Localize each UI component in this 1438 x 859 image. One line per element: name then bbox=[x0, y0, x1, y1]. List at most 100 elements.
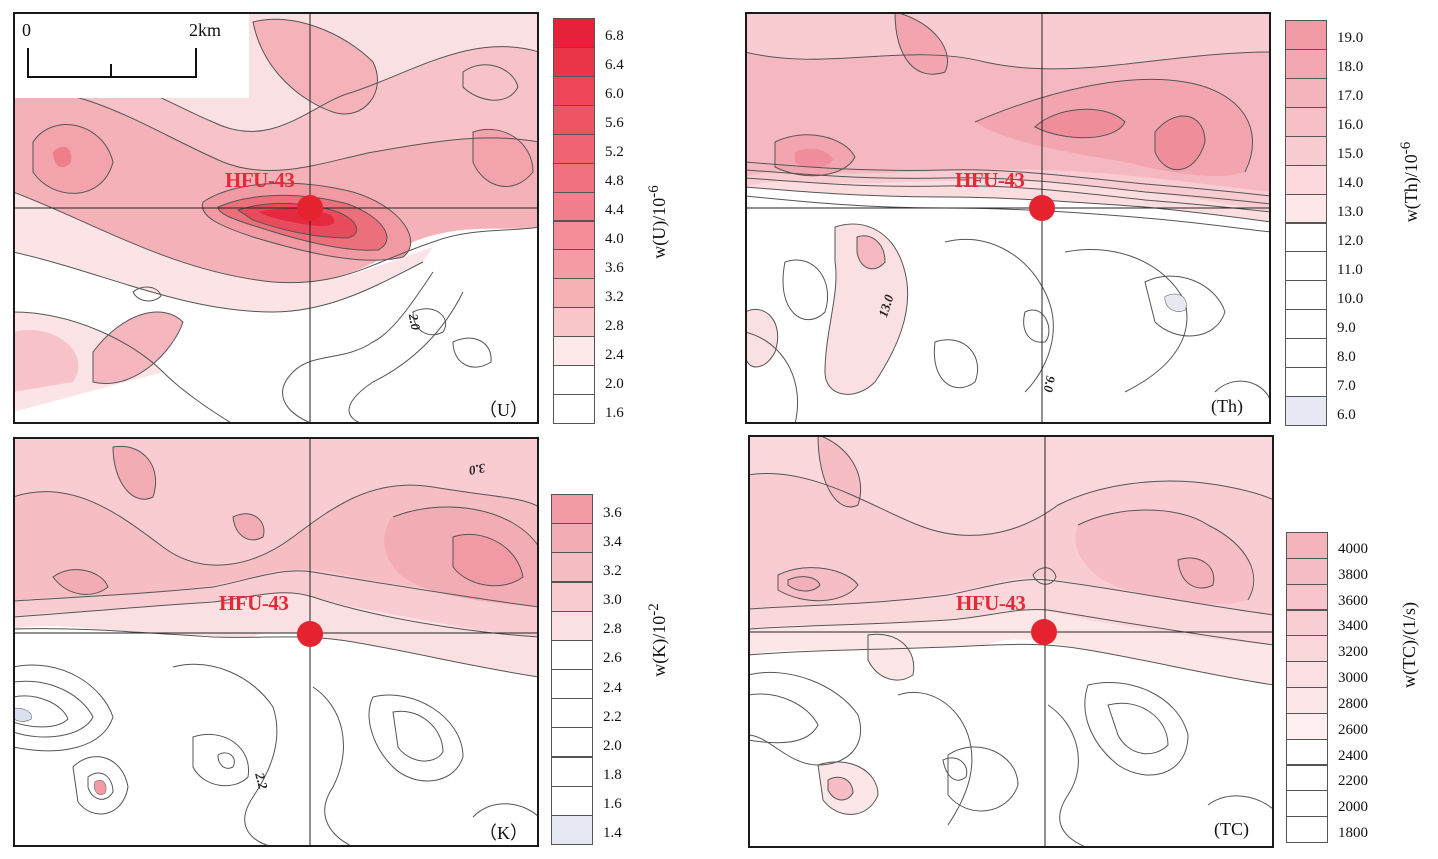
legend-swatch bbox=[553, 133, 595, 164]
legend-level-label: 2.4 bbox=[605, 346, 624, 363]
scale-tick bbox=[27, 48, 29, 78]
legend-level-label: 4000 bbox=[1338, 540, 1368, 557]
legend-level-label: 16.0 bbox=[1337, 117, 1364, 134]
legend-level-label: 5.2 bbox=[605, 144, 624, 161]
legend-level-label: 6.0 bbox=[605, 86, 624, 103]
legend-swatch bbox=[551, 639, 593, 670]
legend-title-text: w(U)/10 bbox=[649, 197, 669, 259]
legend-swatch bbox=[551, 610, 593, 641]
contour-label: 2.0 bbox=[405, 312, 424, 332]
legend-swatch bbox=[1286, 557, 1328, 585]
legend-swatch bbox=[1286, 532, 1328, 559]
legend-level-label: 2200 bbox=[1338, 773, 1368, 790]
legend-swatch bbox=[1286, 790, 1328, 818]
legend-level-label: 17.0 bbox=[1337, 88, 1364, 105]
legend-level-label: 2.0 bbox=[605, 375, 624, 392]
legend-level-label: 1.6 bbox=[603, 796, 622, 813]
legend-swatch bbox=[553, 307, 595, 338]
legend-swatch bbox=[551, 785, 593, 816]
legend-swatch bbox=[1285, 193, 1327, 224]
legend-swatch bbox=[1285, 367, 1327, 398]
legend-level-label: 6.0 bbox=[1337, 406, 1356, 423]
legend-th: 19.0 18.0 17.0 16.0 15.0 14.0 13.0 12.0 11.0 10.0… bbox=[1285, 20, 1375, 426]
scale-end-label: 2km bbox=[189, 20, 222, 40]
scale-line bbox=[27, 76, 197, 78]
legend-level-label: 10.0 bbox=[1337, 290, 1364, 307]
legend-level-label: 3800 bbox=[1338, 566, 1368, 583]
contour-map-k bbox=[13, 437, 539, 847]
legend-swatch bbox=[551, 727, 593, 758]
legend-swatch bbox=[551, 669, 593, 700]
legend-swatch bbox=[553, 249, 595, 280]
legend-swatch bbox=[1286, 609, 1328, 637]
legend-swatch bbox=[1285, 106, 1327, 137]
map-panel-tc: HFU-43 (TC) bbox=[748, 435, 1274, 848]
well-marker bbox=[1031, 619, 1057, 645]
scale-tick bbox=[195, 48, 197, 78]
legend-swatch bbox=[553, 75, 595, 106]
legend-level-label: 3.6 bbox=[605, 259, 624, 276]
legend-swatch bbox=[1285, 280, 1327, 311]
contour-label: 9.0 bbox=[1040, 374, 1059, 394]
legend-swatch bbox=[553, 191, 595, 222]
well-label: HFU-43 bbox=[956, 591, 1026, 615]
legend-level-label: 1.6 bbox=[605, 404, 624, 421]
legend-level-label: 1.4 bbox=[603, 825, 622, 842]
legend-swatch bbox=[1286, 635, 1328, 663]
legend-level-label: 14.0 bbox=[1337, 175, 1364, 192]
legend-swatch bbox=[1286, 738, 1328, 766]
legend-swatch bbox=[1285, 48, 1327, 79]
legend-title-exponent: -2 bbox=[646, 603, 662, 616]
legend-level-label: 15.0 bbox=[1337, 146, 1364, 163]
legend-title-exponent: -6 bbox=[646, 185, 662, 198]
contour-map-u bbox=[13, 12, 539, 424]
legend-level-label: 3000 bbox=[1338, 670, 1368, 687]
panel-tag-tc: (TC) bbox=[1214, 819, 1249, 839]
legend-swatch bbox=[553, 104, 595, 135]
legend-level-label: 2.2 bbox=[603, 708, 622, 725]
legend-swatch bbox=[1285, 135, 1327, 166]
legend-level-label: 2800 bbox=[1338, 695, 1368, 712]
legend-title-text: w(Th)/10 bbox=[1401, 154, 1421, 223]
panel-tag-k: （K） bbox=[479, 823, 528, 843]
legend-swatch bbox=[1285, 338, 1327, 369]
legend-level-label: 2.8 bbox=[603, 621, 622, 638]
legend-swatch bbox=[551, 814, 593, 845]
legend-level-label: 3.0 bbox=[603, 592, 622, 609]
legend-level-label: 3.2 bbox=[603, 562, 622, 579]
legend-swatch bbox=[1286, 687, 1328, 714]
contour-label: 3.0 bbox=[467, 460, 487, 479]
legend-swatch bbox=[1285, 20, 1327, 50]
contour-map-th bbox=[745, 12, 1271, 424]
well-marker bbox=[297, 621, 323, 647]
legend-level-label: 3.2 bbox=[605, 288, 624, 305]
legend-level-label: 4.0 bbox=[605, 230, 624, 247]
legend-level-label: 1800 bbox=[1338, 825, 1368, 842]
legend-level-label: 2.6 bbox=[603, 650, 622, 667]
legend-swatch bbox=[1285, 77, 1327, 108]
legend-title-text: w(TC)/(1/s) bbox=[1399, 602, 1419, 688]
legend-level-label: 2000 bbox=[1338, 799, 1368, 816]
legend-level-label: 2600 bbox=[1338, 721, 1368, 738]
legend-level-label: 18.0 bbox=[1337, 59, 1364, 76]
legend-swatch bbox=[553, 46, 595, 77]
legend-swatch bbox=[1285, 222, 1327, 253]
legend-level-label: 9.0 bbox=[1337, 319, 1356, 336]
legend-swatch bbox=[1286, 816, 1328, 843]
legend-title-u: w(U)/10-6 bbox=[646, 162, 670, 282]
legend-title-th: w(Th)/10-6 bbox=[1398, 117, 1422, 247]
map-panel-th: HFU-43 13.0 9.0 (Th) bbox=[745, 12, 1271, 424]
legend-level-label: 7.0 bbox=[1337, 377, 1356, 394]
legend-swatch bbox=[551, 552, 593, 583]
panel-tag-th: (Th) bbox=[1211, 396, 1243, 416]
legend-title-tc: w(TC)/(1/s) bbox=[1396, 575, 1420, 715]
legend-swatch bbox=[553, 220, 595, 251]
legend-swatch bbox=[1285, 164, 1327, 195]
legend-swatch bbox=[1286, 583, 1328, 611]
legend-u: 6.8 6.4 6.0 5.6 5.2 4.8 4.4 4.0 3.6 3.2 2.8 2.4 2.0 1… bbox=[553, 18, 643, 424]
contour-map-tc bbox=[748, 435, 1274, 848]
legend-swatch bbox=[551, 494, 593, 525]
well-marker bbox=[1029, 195, 1055, 221]
legend-swatch bbox=[553, 162, 595, 193]
legend-level-label: 6.8 bbox=[605, 28, 624, 45]
